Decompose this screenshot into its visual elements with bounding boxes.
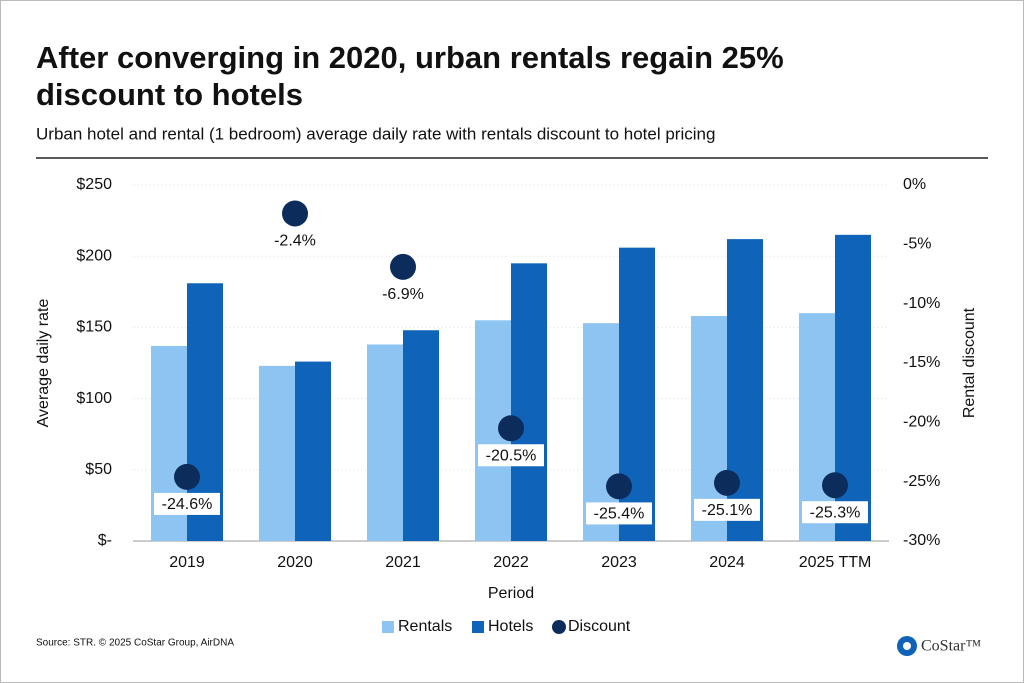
y-tick-label: $-	[98, 532, 112, 549]
discount-dot	[390, 253, 416, 280]
y-tick-label: $100	[76, 390, 112, 407]
y-tick-label: $200	[76, 247, 112, 264]
discount-dot	[282, 200, 308, 227]
data-label: -6.9%	[382, 286, 424, 303]
discount-dot	[714, 469, 740, 496]
y2-tick-label: 0%	[903, 176, 926, 193]
bar	[259, 365, 295, 541]
chart-title: discount to hotels	[36, 77, 303, 112]
data-label: -2.4%	[274, 233, 316, 250]
x-tick-label: 2022	[493, 554, 529, 571]
legend-label: Hotels	[488, 618, 533, 635]
x-tick-label: 2019	[169, 554, 205, 571]
legend-swatch	[472, 621, 484, 633]
y2-tick-label: -20%	[903, 414, 940, 431]
legend-label: Rentals	[398, 618, 452, 635]
data-label: -25.4%	[594, 506, 645, 523]
y-axis-title: Average daily rate	[35, 299, 52, 428]
x-axis-title: Period	[488, 585, 534, 602]
label-box	[262, 229, 328, 252]
label-box	[478, 444, 544, 467]
discount-dot	[606, 473, 632, 500]
x-tick-label: 2020	[277, 554, 313, 571]
bar	[511, 263, 547, 541]
y2-tick-label: -30%	[903, 532, 940, 549]
logo: CoStar™	[921, 638, 981, 655]
legend-swatch	[382, 621, 394, 633]
y2-tick-label: -10%	[903, 295, 940, 312]
data-label: -24.6%	[162, 496, 213, 513]
data-label: -25.3%	[810, 504, 861, 521]
bar	[403, 330, 439, 541]
x-tick-label: 2021	[385, 554, 421, 571]
label-box	[802, 501, 868, 524]
bar	[727, 239, 763, 541]
label-box	[154, 492, 220, 515]
y2-tick-label: -25%	[903, 473, 940, 490]
y2-tick-label: -15%	[903, 354, 940, 371]
y-tick-label: $150	[76, 319, 112, 336]
y-tick-label: $250	[76, 176, 112, 193]
x-tick-label: 2025 TTM	[799, 554, 872, 571]
y2-axis-title: Rental discount	[961, 307, 978, 418]
bar	[367, 344, 403, 541]
legend-label: Discount	[568, 618, 631, 635]
chart-title: After converging in 2020, urban rentals …	[36, 40, 784, 75]
discount-dot	[822, 472, 848, 499]
discount-dot	[498, 415, 524, 442]
label-box	[586, 502, 652, 525]
discount-dot	[174, 463, 200, 490]
label-box	[694, 498, 760, 521]
x-tick-label: 2024	[709, 554, 745, 571]
source: Source: STR. © 2025 CoStar Group, AirDNA	[36, 638, 234, 649]
x-tick-label: 2023	[601, 554, 637, 571]
logo-icon	[897, 636, 917, 656]
bar	[295, 361, 331, 541]
legend-swatch	[552, 620, 566, 634]
y-tick-label: $50	[85, 461, 112, 478]
label-box	[370, 282, 436, 305]
data-label: -25.1%	[702, 502, 753, 519]
chart-subtitle: Urban hotel and rental (1 bedroom) avera…	[36, 124, 715, 143]
y2-tick-label: -5%	[903, 236, 931, 253]
data-label: -20.5%	[486, 447, 537, 464]
